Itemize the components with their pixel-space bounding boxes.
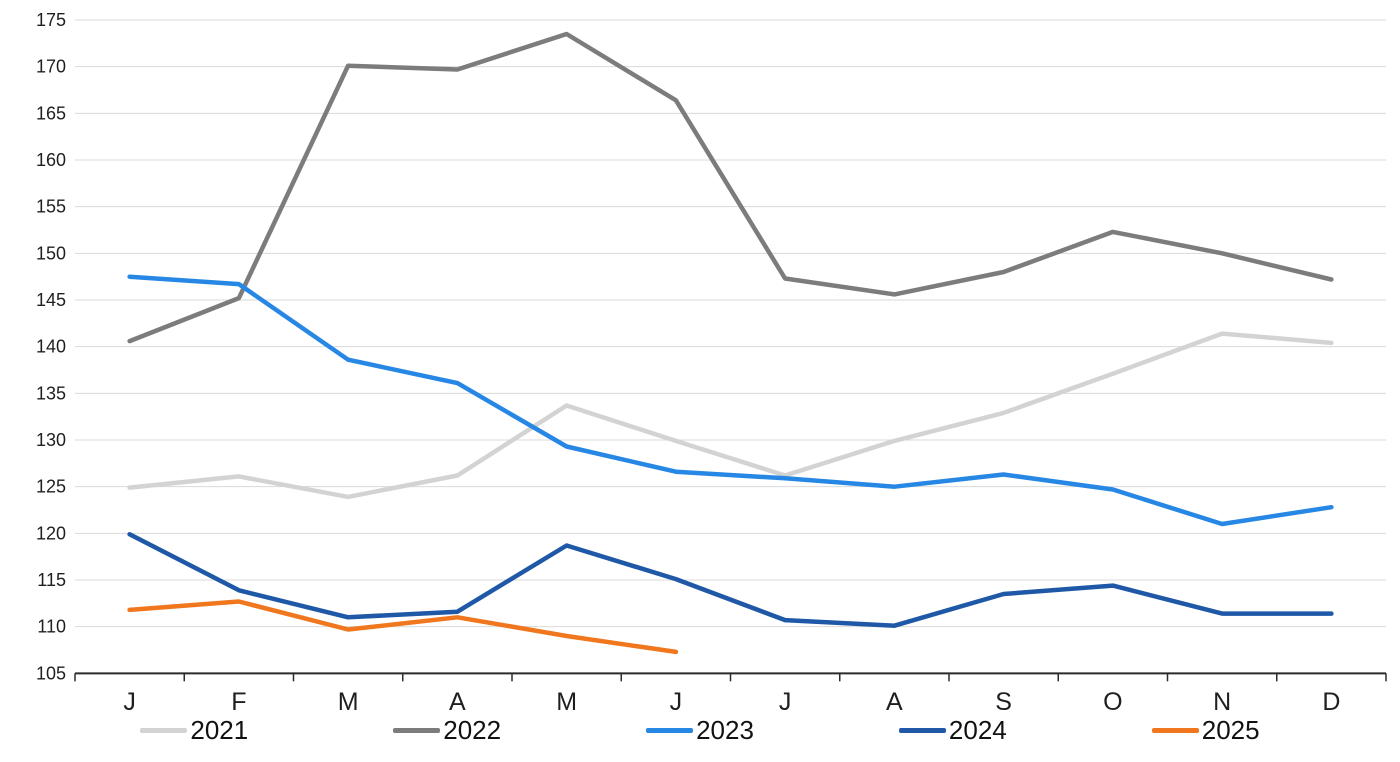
x-axis-tick-label: O — [1103, 688, 1122, 716]
series-line-2025 — [127, 599, 679, 655]
x-axis-tick-label: A — [449, 688, 466, 716]
y-axis-tick-label: 175 — [36, 10, 66, 30]
y-axis-tick-label: 110 — [37, 617, 66, 637]
y-axis-tick-label: 150 — [36, 243, 66, 263]
y-axis-tick-label: 120 — [36, 523, 66, 543]
legend-item-2025[interactable]: 2025 — [1151, 715, 1260, 745]
y-axis-tick-label: 125 — [36, 477, 66, 497]
y-axis-tick-label: 135 — [36, 383, 66, 403]
legend-item-2021[interactable]: 2021 — [140, 715, 248, 745]
y-axis-tick-label: 165 — [36, 103, 66, 123]
series-line-2024 — [127, 532, 1334, 628]
x-axis-tick-label: F — [231, 688, 246, 716]
series-line-2022 — [127, 31, 1334, 344]
x-axis-tick-label: D — [1322, 688, 1340, 716]
y-axis-tick-label: 140 — [36, 337, 66, 357]
x-axis-tick-label: J — [779, 688, 792, 716]
y-axis-tick-label: 155 — [36, 197, 66, 217]
x-axis-tick-label: M — [338, 688, 359, 716]
x-axis-tick-label: J — [670, 688, 683, 716]
x-axis-tick-label: M — [556, 688, 577, 716]
y-axis-tick-label: 145 — [36, 290, 66, 310]
series-line-2021 — [127, 331, 1334, 500]
legend-item-2024[interactable]: 2024 — [898, 715, 1007, 745]
legend-swatch-2022 — [393, 727, 441, 733]
y-axis-tick-label: 130 — [36, 430, 66, 450]
legend-swatch-2023 — [646, 727, 694, 733]
x-axis-tick-label: N — [1213, 688, 1231, 716]
legend-item-2023[interactable]: 2023 — [646, 715, 754, 745]
x-axis-tick-label: A — [886, 688, 903, 716]
x-axis-tick-label: J — [123, 688, 136, 716]
x-axis-tick-label: S — [995, 688, 1012, 716]
series-line-2023 — [127, 274, 1334, 527]
legend-item-2022[interactable]: 2022 — [393, 715, 501, 745]
y-axis-tick-label: 105 — [36, 663, 66, 683]
y-axis-tick-label: 170 — [36, 57, 66, 77]
y-axis-tick-label: 115 — [37, 570, 66, 590]
legend-label-2021: 2021 — [190, 715, 249, 745]
legend-label-2022: 2022 — [443, 715, 502, 745]
legend-label-2023: 2023 — [696, 715, 754, 745]
y-axis-tick-label: 160 — [36, 150, 66, 170]
legend-label-2024: 2024 — [948, 715, 1007, 745]
legend-label-2025: 2025 — [1201, 715, 1260, 745]
legend-swatch-2025 — [1151, 727, 1199, 733]
legend-swatch-2024 — [898, 727, 946, 733]
legend-swatch-2021 — [140, 727, 188, 733]
chart-legend: 2021 2022 2023 2024 2025 — [0, 712, 1400, 748]
